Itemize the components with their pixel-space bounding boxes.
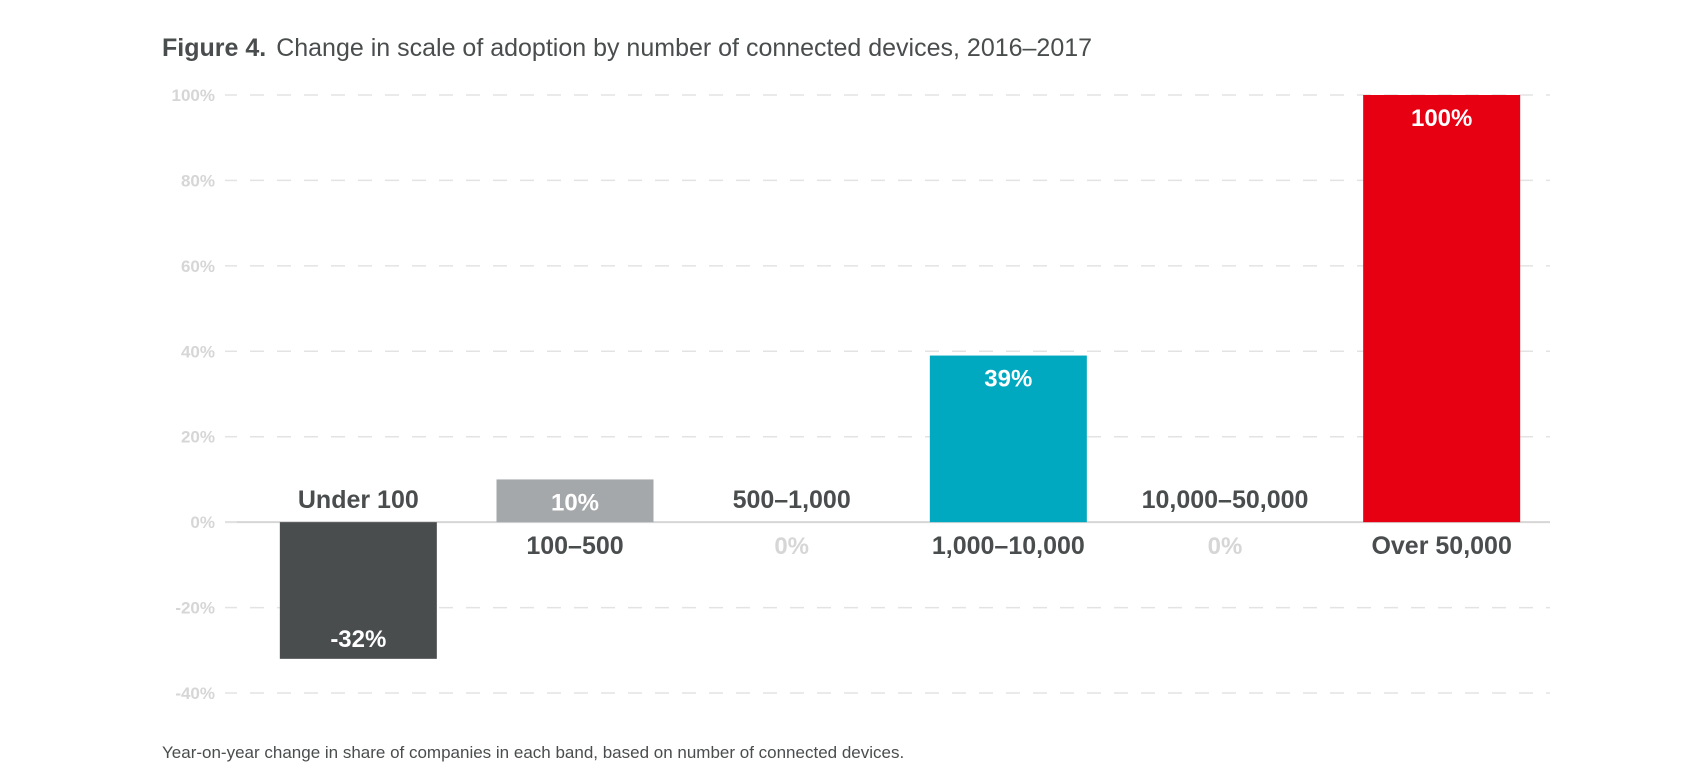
y-tick-label: -20% [175,599,215,618]
bar-value-label: 0% [1208,533,1243,560]
grid-lines [225,94,1550,694]
y-tick-label: 0% [190,513,215,532]
bar-value-label: 39% [984,366,1032,393]
figure-caption: Year-on-year change in share of companie… [162,743,905,762]
bar [279,522,437,659]
bar-value-label: 100% [1411,105,1472,132]
bar-value-label: 10% [551,489,599,516]
bar-value-label: 0% [774,533,809,560]
y-axis-tick-labels: 100% 80% 60% 40% 20% 0% -20% -40% [172,86,215,703]
category-label: Over 50,000 [1371,532,1511,560]
category-label: 1,000–10,000 [932,532,1085,560]
category-label: 500–1,000 [733,486,851,514]
bar-value-label: -32% [330,626,386,653]
y-tick-label: 80% [181,171,215,190]
bar [496,479,654,523]
y-tick-label: 20% [181,428,215,447]
category-label: 100–500 [526,532,623,560]
y-tick-label: 100% [172,86,215,105]
y-tick-label: 60% [181,257,215,276]
category-label: 10,000–50,000 [1142,486,1309,514]
figure-title: Figure 4. Change in scale of adoption by … [162,34,1092,63]
bar-chart: 100% 80% 60% 40% 20% 0% -20% -40% -32% Under 100… [172,86,1550,703]
bar-labels: -32% Under 100 10% 100–500 500–1,000 0% 39% 1,0… [298,105,1512,653]
bars [279,95,1521,659]
bar [929,355,1087,523]
figure-number: Figure 4. [162,34,267,62]
y-tick-label: -40% [175,684,215,703]
category-label: Under 100 [298,486,419,514]
chart-title: Change in scale of adoption by number of… [276,34,1093,62]
y-tick-label: 40% [181,342,215,361]
bar [1363,95,1521,523]
